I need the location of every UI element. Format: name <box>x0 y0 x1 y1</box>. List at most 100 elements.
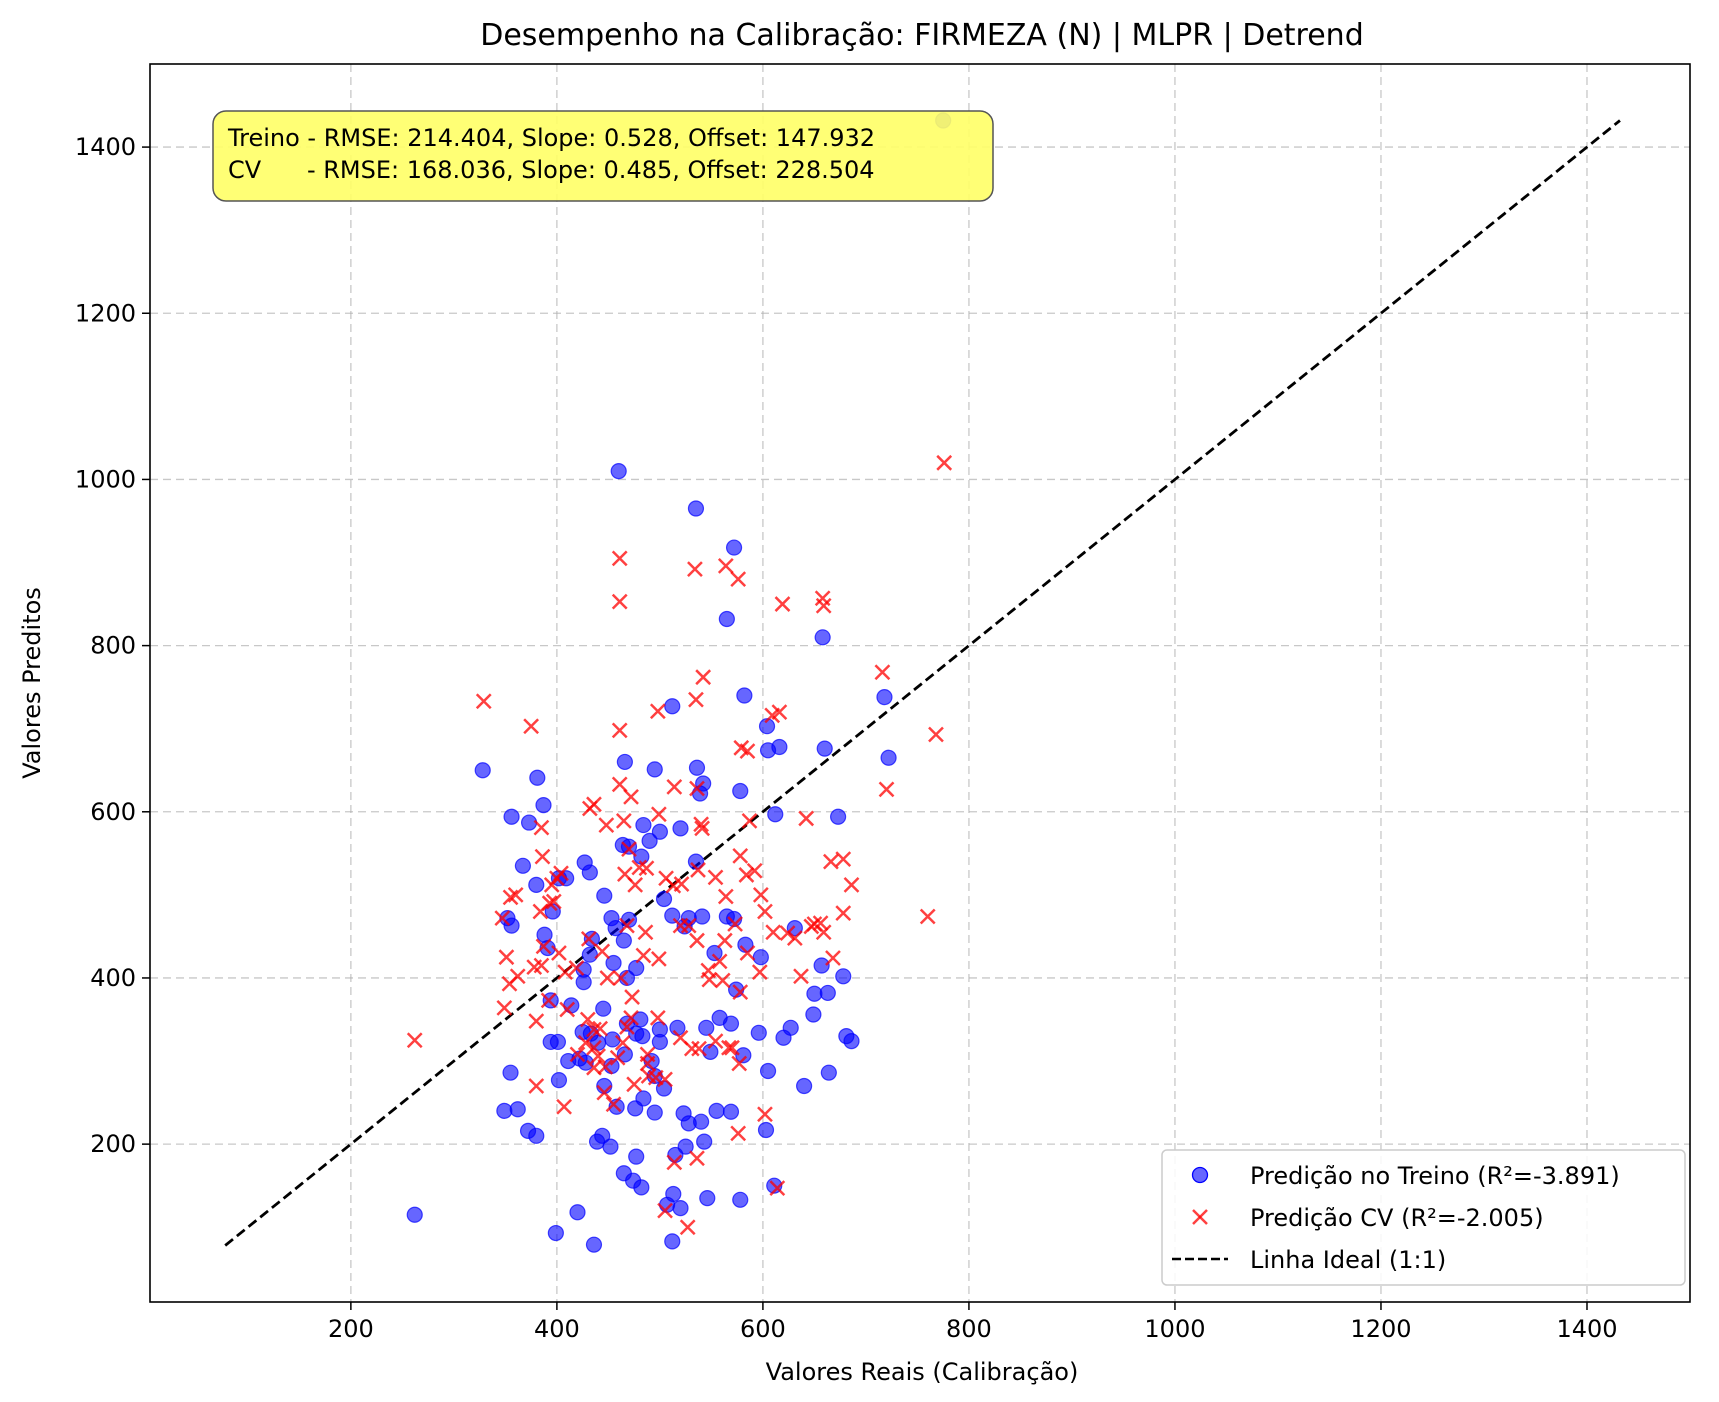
cv-point <box>541 895 558 912</box>
train-point <box>835 968 852 985</box>
train-point <box>664 698 681 715</box>
x-tick-label: 600 <box>740 1315 786 1343</box>
cv-point <box>579 1011 596 1028</box>
train-point <box>664 1233 681 1250</box>
train-point <box>635 1090 652 1107</box>
cv-point <box>666 778 683 795</box>
cv-point <box>823 853 839 870</box>
cv-point <box>619 917 635 934</box>
x-axis-label: Valores Reais (Calibração) <box>766 1358 1079 1386</box>
legend-label-ideal: Linha Ideal (1:1) <box>1250 1246 1446 1274</box>
cv-point <box>657 1071 673 1088</box>
x-tick-label: 1000 <box>1144 1315 1205 1343</box>
train-point <box>757 1121 775 1139</box>
train-point <box>529 769 546 786</box>
cv-point <box>535 938 552 955</box>
train-point <box>708 1102 725 1119</box>
train-point <box>786 920 803 937</box>
cv-point <box>635 947 652 964</box>
cv-point <box>732 847 749 864</box>
x-tick-label: 1200 <box>1350 1315 1411 1343</box>
cv-point <box>793 968 809 985</box>
cv-point <box>611 722 628 739</box>
cv-point <box>577 1034 594 1051</box>
cv-point <box>543 877 560 893</box>
train-point <box>732 782 749 800</box>
cv-point <box>711 953 728 970</box>
cv-point <box>757 1106 773 1123</box>
cv-point <box>764 707 781 724</box>
cv-point <box>874 664 891 681</box>
cv-point <box>501 975 518 992</box>
cv-point <box>765 924 782 941</box>
train-point <box>628 1148 645 1165</box>
train-point <box>509 1101 526 1118</box>
cv-point <box>812 915 829 932</box>
cv-point <box>695 669 712 686</box>
cv-point <box>689 932 705 949</box>
legend-label-train: Predição no Treino (R²=-3.891) <box>1250 1162 1620 1190</box>
train-point <box>610 463 627 480</box>
legend-label-cv: Predição CV (R²=-2.005) <box>1250 1204 1544 1232</box>
train-point <box>528 876 545 894</box>
cv-point <box>623 788 639 805</box>
train-point <box>549 1033 567 1051</box>
train-point <box>514 857 531 874</box>
train-point <box>696 1133 713 1150</box>
train-point <box>718 610 735 628</box>
cv-point <box>624 989 640 1005</box>
train-point <box>583 930 601 948</box>
cv-point <box>835 905 852 922</box>
train-point <box>496 1102 513 1119</box>
cv-point <box>688 691 704 708</box>
cv-point <box>650 950 667 967</box>
cv-point <box>598 817 615 833</box>
cv-point <box>815 597 832 614</box>
cv-point <box>553 865 569 882</box>
cv-point <box>739 743 756 760</box>
train-point <box>628 959 645 977</box>
cv-point <box>528 1078 545 1094</box>
train-point <box>672 1200 689 1217</box>
cv-point <box>843 877 860 893</box>
train-point <box>693 1113 710 1130</box>
train-point <box>706 944 723 962</box>
x-axis-ticks: 200 400 600 800 1000 1200 1400 <box>328 1302 1618 1343</box>
cv-point <box>936 454 953 471</box>
train-point <box>813 957 830 974</box>
train-point <box>503 917 520 934</box>
cv-point <box>673 876 690 892</box>
cv-point <box>621 841 637 858</box>
train-point <box>805 1006 822 1023</box>
cv-point <box>730 1125 747 1142</box>
cv-point <box>752 886 769 903</box>
annotation-box: Treino - RMSE: 214.404, Slope: 0.528, Of… <box>212 110 994 202</box>
train-point <box>406 1206 423 1223</box>
cv-point <box>769 1180 786 1197</box>
cv-point <box>798 810 815 827</box>
y-tick-label: 1200 <box>75 299 136 327</box>
series-cv <box>406 454 953 1236</box>
cv-point <box>545 893 562 910</box>
cv-point <box>714 972 731 989</box>
cv-point <box>594 943 611 960</box>
cv-point <box>609 1049 626 1066</box>
cv-point <box>599 970 616 986</box>
train-point <box>819 984 836 1002</box>
train-point <box>628 1025 645 1042</box>
cv-point <box>551 945 567 961</box>
train-point <box>602 1138 619 1155</box>
train-point <box>596 887 613 904</box>
cv-point <box>502 889 519 906</box>
legend-marker-train <box>1191 1166 1209 1184</box>
train-point <box>688 759 706 776</box>
cv-point <box>637 924 654 941</box>
train-point <box>581 946 598 963</box>
train-point <box>880 749 897 766</box>
cv-point <box>731 1055 748 1072</box>
cv-point <box>615 813 632 829</box>
train-point <box>588 1133 606 1150</box>
train-point <box>806 985 823 1002</box>
cv-point <box>619 1019 635 1035</box>
cv-point <box>701 971 718 988</box>
